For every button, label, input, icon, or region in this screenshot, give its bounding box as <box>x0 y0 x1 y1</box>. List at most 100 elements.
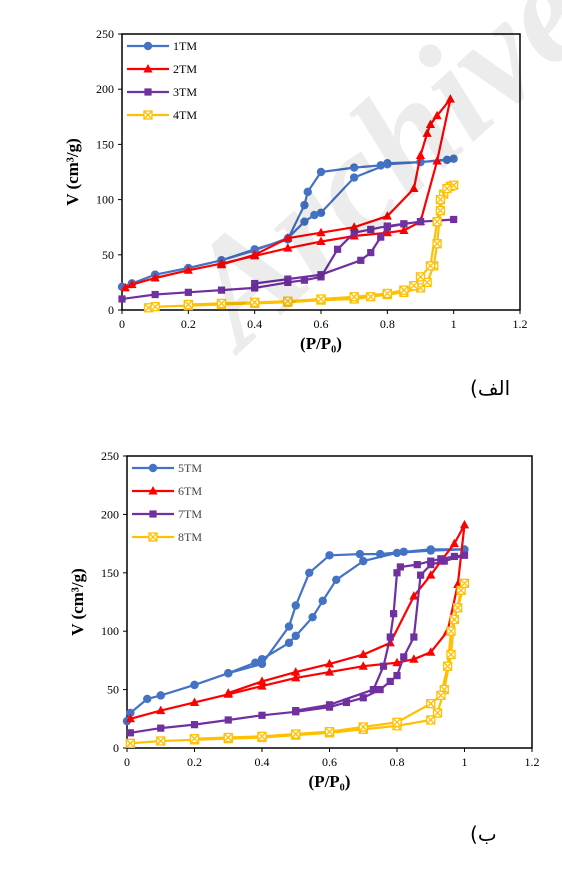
chart2-legend-marker <box>148 463 158 473</box>
chart1-data-point-2TM <box>316 227 326 237</box>
chart2-series-8TM <box>125 578 470 748</box>
chart2-data-point-5TM <box>190 680 199 690</box>
chart2-data-point-5TM <box>359 556 368 566</box>
chart2-data-point-6TM <box>125 713 135 723</box>
chart2-data-point-8TM <box>446 649 456 660</box>
chart1-data-point-2TM <box>283 233 293 242</box>
chart2-data-point-5TM <box>156 691 165 700</box>
chart1-data-point-1TM <box>250 245 259 254</box>
chart1-data-point-2TM <box>445 94 455 103</box>
chart1-data-point-4TM <box>366 292 376 302</box>
chart1-x-tick-label: 0.2 <box>181 317 196 331</box>
chart2-data-point-6TM <box>392 657 402 667</box>
chart2-data-point-5TM <box>291 601 300 610</box>
chart2-data-point-5TM <box>284 638 294 648</box>
chart2-data-point-8TM <box>358 722 368 732</box>
chart2-data-point-7TM <box>460 551 469 559</box>
chart1-legend-label: 4TM <box>173 108 197 122</box>
caption-bottom: (ب <box>470 822 497 846</box>
chart2-data-point-5TM <box>284 622 294 631</box>
chart2-data-point-7TM <box>437 555 445 563</box>
chart1-x-tick-label: 0.8 <box>380 317 395 331</box>
chart2-data-point-7TM <box>157 724 165 732</box>
chart2-legend-item-5TM: 5TM <box>132 461 202 475</box>
chart2-data-point-8TM <box>442 661 453 671</box>
chart1-data-point-1TM <box>449 154 458 163</box>
chart1-legend-label: 2TM <box>173 62 197 76</box>
chart2-data-point-5TM <box>251 658 260 667</box>
chart2-data-point-6TM <box>257 676 267 685</box>
chart2-data-point-5TM <box>375 549 385 559</box>
chart1-data-point-4TM <box>432 217 442 227</box>
chart2-data-point-7TM <box>126 729 134 737</box>
chart1-data-point-3TM <box>251 279 259 288</box>
chart2-data-point-6TM <box>449 538 459 548</box>
chart2-data-point-7TM <box>400 653 408 661</box>
chart1-data-point-2TM <box>409 183 419 193</box>
chart1-series-line-2TM <box>124 98 452 289</box>
chart1-data-point-2TM <box>432 155 442 165</box>
chart1-data-point-2TM <box>399 225 409 235</box>
chart2-data-point-5TM <box>325 551 334 560</box>
chart2-legend-marker <box>148 486 158 495</box>
chart2-data-point-6TM <box>257 681 267 690</box>
chart1-data-point-4TM <box>150 302 160 312</box>
chart2-legend-item-6TM: 6TM <box>132 484 202 498</box>
chart1-data-point-1TM <box>310 210 319 220</box>
chart1-data-point-3TM <box>416 218 425 226</box>
chart2-x-tick-label: 0.8 <box>390 755 405 769</box>
chart2-data-point-6TM <box>409 591 419 600</box>
chart1-y-tick-label: 100 <box>96 193 114 207</box>
chart2-y-tick-label: 50 <box>107 683 119 697</box>
chart1-legend-marker <box>144 88 152 96</box>
chart1-data-point-3TM <box>184 288 192 296</box>
chart1-data-point-4TM <box>382 288 392 299</box>
chart1-x-tick-label: 1.2 <box>513 317 528 331</box>
chart2-data-point-6TM <box>189 697 200 706</box>
chart2-x-tick-label: 0 <box>124 755 130 769</box>
chart2-x-tick-label: 1.2 <box>525 755 540 769</box>
chart2-y-tick-label: 100 <box>101 624 119 638</box>
chart1-y-tick-label: 150 <box>96 137 114 151</box>
chart1-data-point-2TM <box>415 150 426 159</box>
chart2-data-point-6TM <box>358 649 368 659</box>
chart1-data-point-2TM <box>422 128 432 137</box>
chart2-data-point-6TM <box>324 667 335 676</box>
chart2-data-point-6TM <box>223 688 233 697</box>
chart1-data-point-2TM <box>316 236 326 246</box>
chart2-data-point-5TM <box>305 568 314 577</box>
chart1-legend-item-3TM: 3TM <box>127 85 197 99</box>
chart2-legend-item-7TM: 7TM <box>132 507 202 521</box>
chart2-y-tick-label: 200 <box>101 507 119 521</box>
chart1-data-point-2TM <box>382 227 392 237</box>
chart2-series-line-6TM <box>130 523 466 720</box>
chart1-data-point-2TM <box>283 243 293 252</box>
chart1-data-point-2TM <box>127 279 137 289</box>
chart2-x-axis-label: (P/P₀) <box>309 772 351 791</box>
chart2-data-point-8TM <box>436 690 446 701</box>
chart2-data-point-5TM <box>291 631 300 641</box>
chart1-data-point-3TM <box>357 256 365 264</box>
chart1-data-point-2TM <box>150 272 160 282</box>
chart2-x-tick-label: 0.2 <box>187 755 202 769</box>
chart2-data-point-5TM <box>224 669 233 678</box>
chart1-data-point-4TM <box>349 292 359 302</box>
chart1-data-point-3TM <box>377 233 385 241</box>
chart1-data-point-3TM <box>118 295 126 303</box>
chart2-data-point-7TM <box>427 557 435 565</box>
chart2-y-tick-label: 150 <box>101 566 119 580</box>
chart1-data-point-4TM <box>435 194 446 205</box>
chart1-data-point-2TM <box>120 282 130 292</box>
chart2-data-point-6TM <box>291 667 301 676</box>
chart2-data-point-7TM <box>376 686 384 694</box>
chart2-legend-item-8TM: 8TM <box>132 530 202 544</box>
chart2-x-tick-label: 0.6 <box>322 755 337 769</box>
chart2-data-point-8TM <box>449 614 460 625</box>
chart1-legend-marker <box>143 110 153 120</box>
chart1-data-point-1TM <box>300 217 309 226</box>
chart1-data-point-4TM <box>183 299 193 310</box>
chart1-data-point-4TM <box>435 205 446 216</box>
chart2-data-point-7TM <box>417 571 425 579</box>
caption-top: (الف <box>470 376 511 400</box>
chart1-data-point-1TM <box>376 161 385 170</box>
